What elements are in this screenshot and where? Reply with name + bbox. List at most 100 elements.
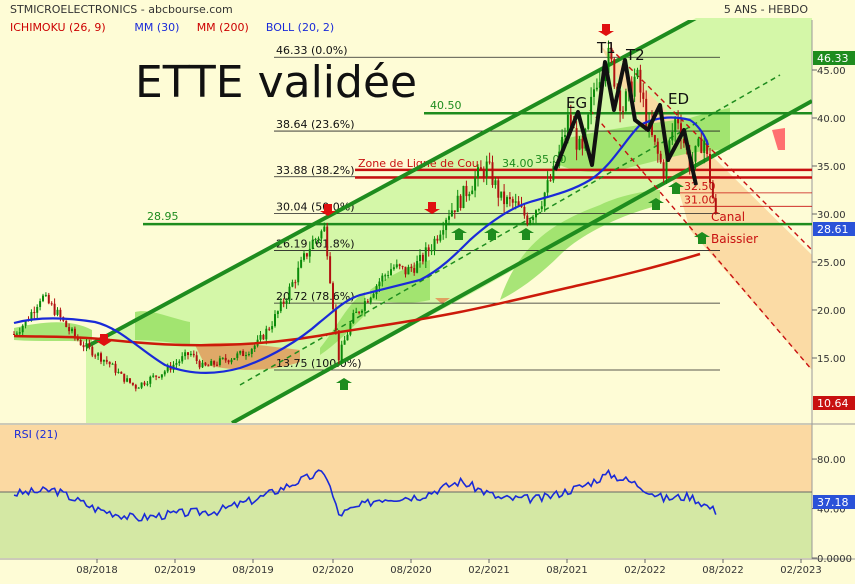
candle-body: [123, 373, 126, 382]
candle-body: [633, 76, 636, 97]
candle-body: [268, 328, 271, 330]
candle-body: [581, 138, 584, 149]
candle-body: [642, 92, 645, 99]
candle-body: [343, 340, 346, 345]
candle-body: [326, 226, 329, 257]
candle-body: [149, 376, 152, 384]
candle-body: [85, 342, 88, 348]
price-tick-label: 45.00: [817, 66, 846, 77]
candle-body: [294, 282, 297, 284]
label-ed: ED: [668, 90, 689, 108]
candle-body: [166, 365, 169, 372]
level-34-label: 34.00: [502, 157, 534, 170]
candle-body: [160, 374, 163, 378]
candle-body: [485, 161, 488, 178]
level-28-95-label: 28.95: [147, 210, 179, 223]
candle-body: [384, 275, 387, 277]
candle-body: [491, 162, 494, 185]
candle-body: [239, 350, 242, 354]
candle-body: [595, 87, 598, 90]
header-period: 5 ANS - HEBDO: [724, 3, 808, 16]
candle-body: [363, 301, 366, 311]
candle-body: [711, 182, 714, 199]
candle-body: [274, 314, 276, 327]
candle-body: [459, 195, 462, 208]
candle-body: [334, 309, 337, 331]
candle-body: [155, 375, 158, 377]
candle-body: [152, 375, 155, 377]
candle-body: [97, 353, 100, 356]
candle-body: [53, 303, 56, 315]
candle-body: [468, 194, 471, 197]
annotation-title: ETTE validée: [135, 57, 417, 108]
candle-body: [453, 210, 456, 213]
candle-body: [543, 192, 546, 207]
x-tick-label: 02/2023: [780, 565, 822, 576]
candle-body: [569, 114, 572, 127]
price-axis: 15.00 20.00 25.00 30.00 35.00 40.00 45.00: [812, 66, 846, 365]
candle-body: [15, 333, 18, 335]
candle-body: [21, 325, 24, 333]
candle-body: [158, 376, 160, 378]
candle-body: [450, 210, 453, 217]
candle-body: [674, 118, 677, 133]
legend-item: BOLL (20, 2): [266, 21, 334, 34]
fib-label: 26.19 (61.8%): [276, 238, 355, 251]
candle-body: [427, 247, 430, 251]
candle-body: [682, 138, 685, 144]
candle-body: [117, 371, 120, 373]
neckline-label: Zone de Ligne de Cou: [358, 157, 479, 170]
candle-body: [561, 136, 564, 152]
candle-body: [282, 301, 285, 304]
candle-body: [424, 247, 427, 262]
candle-body: [445, 219, 448, 231]
candle-body: [50, 303, 53, 305]
candle-body: [65, 320, 68, 328]
candle-body: [540, 206, 543, 210]
candle-body: [146, 383, 149, 385]
candle-body: [207, 365, 210, 367]
candle-body: [337, 330, 340, 361]
candle-body: [514, 201, 517, 203]
candle-body: [700, 138, 703, 153]
sell-arrow: [424, 202, 440, 214]
buy-arrow: [336, 378, 352, 390]
candle-body: [497, 180, 500, 198]
legend-item: ICHIMOKU (26, 9): [10, 21, 106, 34]
label-t2: T2: [625, 46, 645, 64]
candle-body: [184, 352, 187, 357]
candle-body: [195, 355, 198, 361]
cloud-bull-2020: [320, 292, 365, 355]
candle-body: [218, 358, 221, 365]
level-32-50-label: 32.50: [684, 180, 716, 193]
candle-body: [245, 355, 247, 357]
candle-body: [465, 185, 468, 197]
candle-body: [346, 334, 349, 341]
candle-body: [578, 138, 581, 150]
candle-body: [471, 190, 474, 195]
label-t1: T1: [596, 39, 616, 57]
candle-body: [247, 353, 250, 356]
candle-body: [216, 364, 218, 366]
buy-arrow: [648, 198, 664, 210]
x-tick-label: 02/2022: [624, 565, 666, 576]
rsi-tick-label: 80.00: [817, 455, 846, 466]
badge-high: 46.33: [817, 52, 849, 65]
badge-last-bg: [813, 222, 855, 236]
candle-body: [91, 346, 94, 356]
candle-body: [407, 266, 410, 275]
candle-body: [300, 259, 303, 268]
candle-body: [163, 371, 166, 375]
candle-body: [590, 96, 593, 115]
rsi-oversold-zone: [0, 492, 812, 558]
candle-body: [366, 301, 369, 303]
fib-label: 38.64 (23.6%): [276, 118, 355, 131]
candle-body: [619, 90, 622, 111]
candle-body: [175, 363, 178, 365]
candle-body: [192, 353, 195, 356]
price-tick-label: 15.00: [817, 354, 846, 365]
bull-channel-lower: [231, 99, 812, 423]
candle-body: [18, 332, 21, 334]
cloud-bull-2022: [560, 108, 730, 173]
